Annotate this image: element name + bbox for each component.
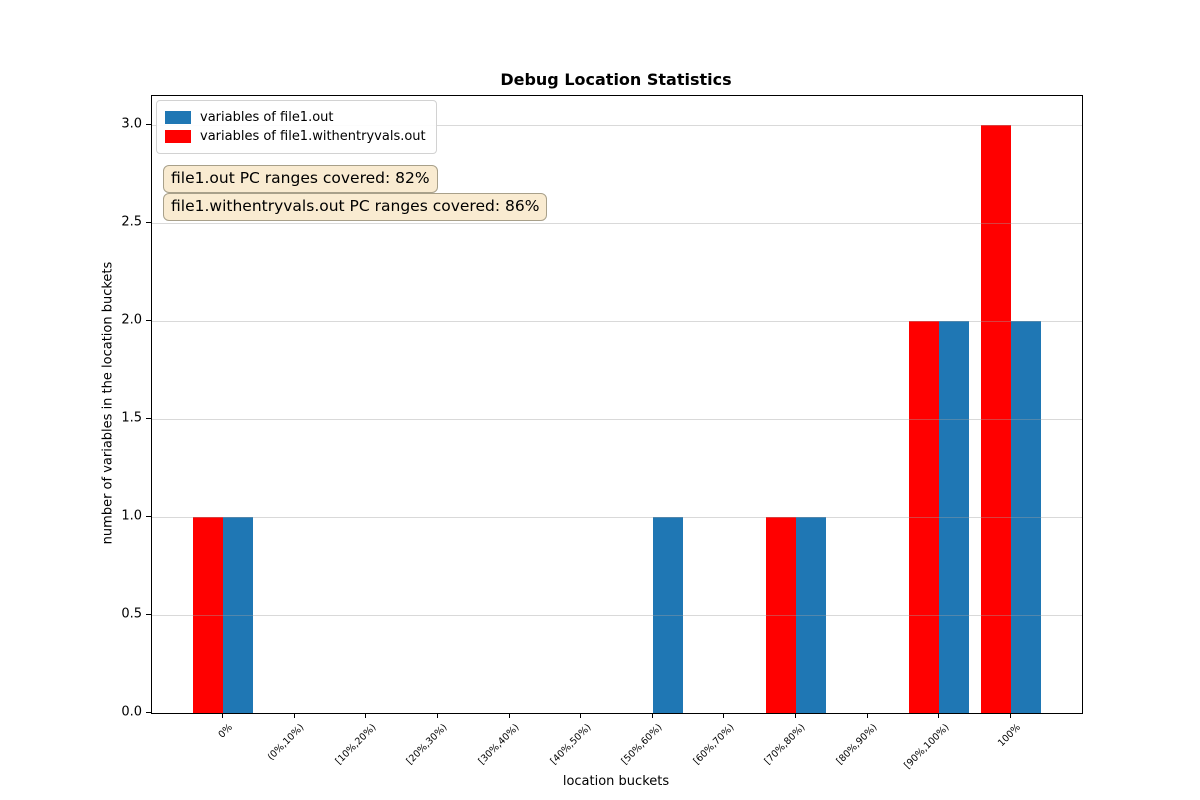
x-tick-label: [40%,50%) <box>547 722 593 768</box>
annotation-pc-coverage-file1: file1.out PC ranges covered: 82% <box>163 165 438 193</box>
legend-label: variables of file1.out <box>200 110 334 125</box>
x-tick <box>795 713 797 718</box>
x-tick-label: [90%,100%) <box>901 722 952 772</box>
x-tick-label: [50%,60%) <box>619 722 665 768</box>
gridline <box>152 124 1082 126</box>
x-tick <box>938 713 940 718</box>
x-tick <box>222 713 223 718</box>
legend-item-file1-withentryvals: variables of file1.withentryvals.out <box>165 128 426 145</box>
legend-swatch-blue <box>165 111 191 124</box>
x-tick <box>293 713 295 718</box>
y-tick <box>146 123 151 125</box>
bar-red-[70%,80%) <box>766 517 797 713</box>
x-tick-label: 0% <box>216 722 235 741</box>
x-tick <box>651 713 653 718</box>
x-axis-label: location buckets <box>562 774 670 789</box>
x-tick <box>436 713 438 718</box>
gridline <box>152 418 1082 420</box>
y-tick-label: 3.0 <box>121 116 142 132</box>
gridline <box>152 222 1082 224</box>
x-tick <box>580 713 582 718</box>
y-tick <box>146 711 151 713</box>
bar-red-100% <box>981 125 1011 713</box>
chart-title: Debug Location Statistics <box>500 70 732 89</box>
x-tick <box>866 713 868 718</box>
annotation-pc-coverage-file1-withentryvals: file1.withentryvals.out PC ranges covere… <box>163 193 548 221</box>
y-tick-label: 0.5 <box>121 606 142 622</box>
legend: variables of file1.out variables of file… <box>156 100 437 154</box>
y-tick-label: 1.0 <box>121 508 142 524</box>
y-tick <box>146 613 151 615</box>
x-tick-label: (0%,10%) <box>265 722 307 763</box>
gridline <box>152 516 1082 518</box>
x-tick <box>365 713 367 718</box>
y-tick <box>146 515 151 517</box>
x-tick <box>723 713 725 718</box>
bar-blue-[70%,80%) <box>796 517 827 713</box>
x-tick-label: [70%,80%) <box>762 722 808 768</box>
y-tick-label: 0.0 <box>121 704 142 720</box>
bar-blue-[90%,100%) <box>939 321 970 713</box>
y-tick <box>146 417 151 419</box>
x-tick-label: [80%,90%) <box>834 722 880 768</box>
gridline <box>152 614 1082 616</box>
legend-item-file1: variables of file1.out <box>165 109 426 126</box>
bar-blue-100% <box>1011 321 1041 713</box>
y-tick-label: 1.5 <box>121 410 142 426</box>
x-tick-label: [20%,30%) <box>404 722 450 768</box>
x-tick <box>508 713 510 718</box>
x-tick-label: [60%,70%) <box>691 722 737 768</box>
gridline <box>152 320 1082 322</box>
y-axis-label: number of variables in the location buck… <box>100 261 116 545</box>
x-tick <box>1010 713 1011 718</box>
bar-red-0% <box>193 517 223 713</box>
bar-blue-0% <box>223 517 253 713</box>
y-tick <box>146 319 151 321</box>
x-tick-label: 100% <box>995 722 1023 749</box>
x-tick-label: [30%,40%) <box>476 722 522 768</box>
y-tick-label: 2.0 <box>121 312 142 328</box>
y-tick-label: 2.5 <box>121 214 142 230</box>
y-tick <box>146 221 151 223</box>
legend-label: variables of file1.withentryvals.out <box>200 129 426 144</box>
legend-swatch-red <box>165 130 191 143</box>
bar-blue-[50%,60%) <box>652 517 683 713</box>
bar-red-[90%,100%) <box>909 321 940 713</box>
x-tick-label: [10%,20%) <box>333 722 379 768</box>
plot-area <box>151 95 1083 714</box>
